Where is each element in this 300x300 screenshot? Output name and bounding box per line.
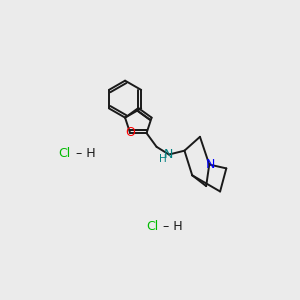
Text: – H: – H xyxy=(72,146,95,160)
Text: H: H xyxy=(159,154,166,164)
Text: O: O xyxy=(125,126,135,139)
Text: Cl: Cl xyxy=(146,220,158,233)
Text: N: N xyxy=(164,148,173,161)
Text: N: N xyxy=(206,158,215,171)
Text: – H: – H xyxy=(159,220,183,233)
Text: Cl: Cl xyxy=(58,146,71,160)
